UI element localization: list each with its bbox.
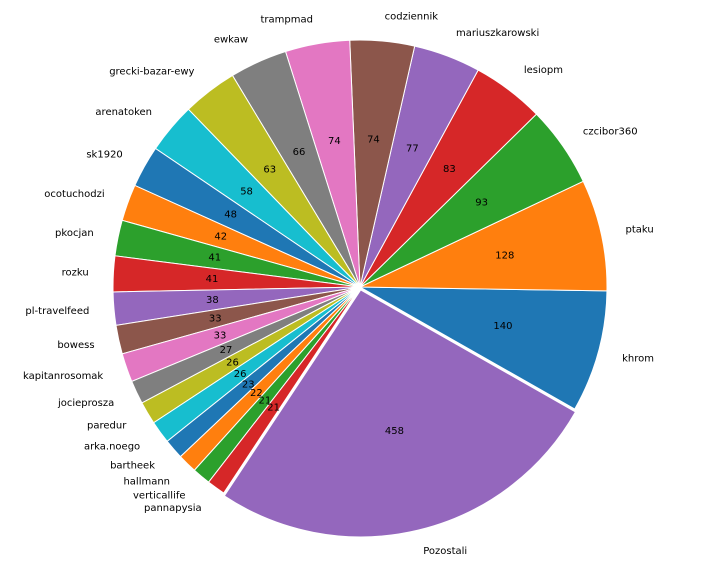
slice-label: khrom (622, 353, 654, 364)
slice-label: paredur (87, 421, 127, 432)
pie-slice (207, 286, 361, 494)
pie-slice (359, 180, 608, 292)
slice-label: pkocjan (55, 228, 94, 239)
value-label: 74 (328, 136, 341, 147)
slice-label: arenatoken (95, 107, 152, 118)
slice-label: pannapysia (144, 503, 202, 514)
slice-label: rozku (62, 268, 89, 279)
slice-label: lesiopm (524, 65, 563, 76)
value-label: 140 (493, 321, 512, 332)
value-label: 48 (224, 210, 237, 221)
value-label: 77 (406, 143, 419, 154)
slice-label: codziennik (385, 11, 439, 22)
pie-slice (223, 289, 577, 538)
slice-label: pl-travelfeed (25, 306, 89, 317)
value-label: 42 (214, 231, 227, 242)
slice-label: bartheek (110, 460, 155, 471)
value-label: 22 (250, 388, 263, 399)
slice-label: czcibor360 (583, 127, 638, 138)
value-label: 33 (214, 330, 227, 341)
value-label: 33 (209, 314, 222, 325)
slice-label: ptaku (626, 224, 654, 235)
value-label: 66 (293, 147, 306, 158)
value-label: 63 (263, 164, 276, 175)
value-label: 128 (495, 251, 514, 262)
value-label: 74 (367, 134, 380, 145)
value-label: 21 (267, 402, 280, 413)
pie-slice (359, 286, 608, 410)
value-label: 93 (475, 197, 488, 208)
value-label: 23 (242, 379, 255, 390)
slice-label: kapitanrosomak (23, 371, 103, 382)
slice-label: jocieprosza (57, 398, 114, 409)
value-label: 27 (220, 345, 233, 356)
slice-label: bowess (57, 340, 94, 351)
value-label: 26 (226, 358, 239, 369)
value-label: 41 (206, 274, 219, 285)
value-label: 83 (443, 164, 456, 175)
slice-label: ocotuchodzi (44, 189, 104, 200)
value-label: 26 (234, 369, 247, 380)
value-label: 458 (385, 426, 404, 437)
slice-label: Pozostali (423, 546, 467, 557)
value-label: 58 (240, 187, 253, 198)
slice-label: ewkaw (214, 34, 248, 45)
slice-label: sk1920 (86, 149, 122, 160)
slice-label: mariuszkarowski (456, 28, 539, 39)
slice-label: grecki-bazar-ewy (109, 67, 194, 78)
value-label: 38 (206, 295, 219, 306)
slice-label: verticallife (133, 490, 186, 501)
value-label: 41 (208, 253, 221, 264)
slice-label: arka.noego (84, 442, 140, 453)
value-label: 21 (258, 396, 271, 407)
slice-label: hallmann (123, 476, 170, 487)
slice-label: trampmad (261, 14, 313, 25)
